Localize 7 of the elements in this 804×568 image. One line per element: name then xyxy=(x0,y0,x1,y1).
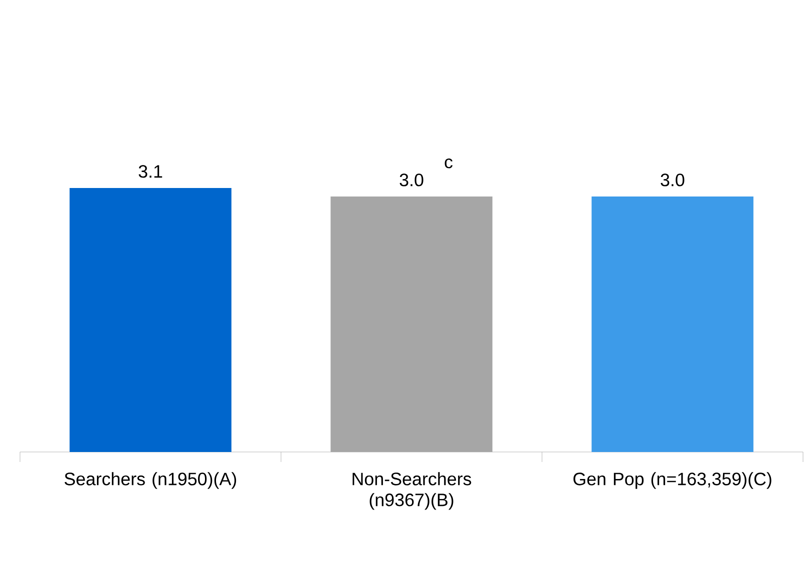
data-label: 3.0 xyxy=(400,174,424,186)
x-tick-label: Non-Searchers (n9367)(B) xyxy=(352,472,472,510)
data-label: 3.0 xyxy=(660,174,684,186)
data-label: 3.1 xyxy=(138,165,162,178)
x-tick-label: Searchers (n1950)(A) xyxy=(64,472,236,489)
annotation: c xyxy=(444,158,453,168)
x-tick-label: Gen Pop (n=163,359)(C) xyxy=(573,472,772,489)
